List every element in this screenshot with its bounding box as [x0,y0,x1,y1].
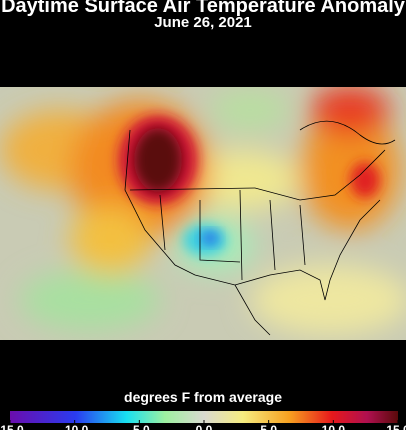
subtitle: June 26, 2021 [154,14,252,31]
anomaly-map [0,87,406,340]
colorbar: -15.0 -10.0 -5.0 0.0 5.0 10.0 15.0 [0,411,406,430]
title: Daytime Surface Air Temperature Anomaly [1,0,406,17]
colorbar-tick-label: 15.0 [386,423,406,430]
colorbar-tick-label: -10.0 [61,423,89,430]
borders [124,120,396,336]
colorbar-tick-label: 0.0 [196,423,213,430]
colorbar-tick-label: -15.0 [0,423,24,430]
colorbar-tick-label: 5.0 [260,423,277,430]
colorbar-tick-label: 10.0 [322,423,346,430]
colorbar-tick-label: -5.0 [129,423,150,430]
colorbar-scale [10,411,398,423]
colorbar-label: degrees F from average [124,389,282,405]
